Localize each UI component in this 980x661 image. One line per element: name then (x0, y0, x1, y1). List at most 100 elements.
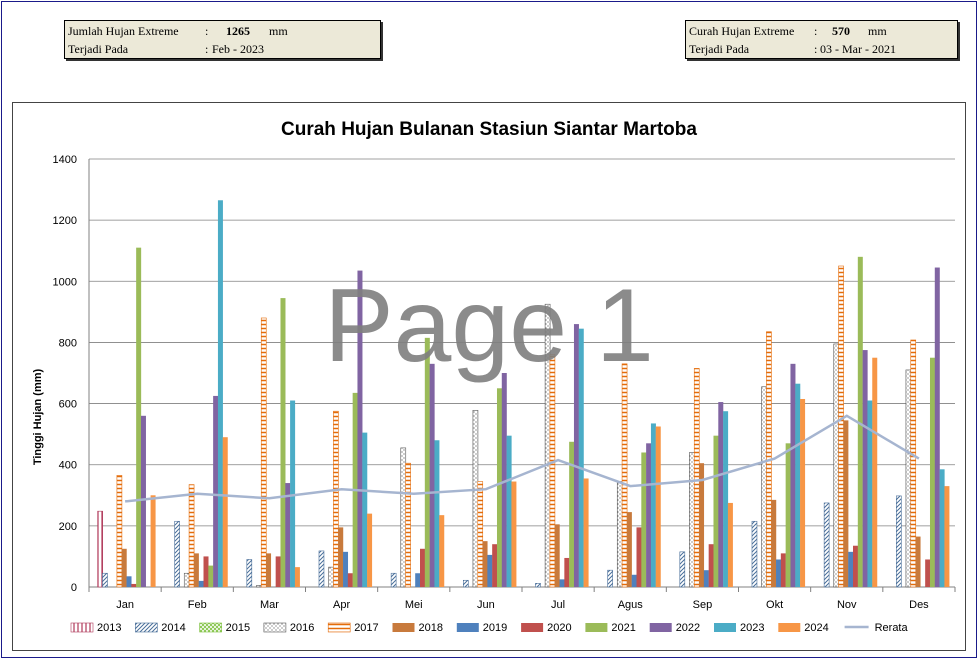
legend-label-2019: 2019 (483, 622, 507, 634)
extreme-daily-date-sep: : (814, 42, 818, 56)
bar-2014-Des (896, 495, 902, 588)
bar-2024-Okt (800, 398, 806, 587)
extreme-total-unit: mm (269, 24, 288, 38)
bar-2024-Agus (655, 426, 661, 587)
bar-2023-Okt (795, 383, 801, 587)
legend-swatch-2014 (135, 622, 158, 633)
bar-2018-Des (915, 536, 921, 587)
bar-2014-Mei (390, 572, 397, 588)
extreme-total-date-sep: : (205, 42, 209, 56)
extreme-total-sep: : (205, 24, 209, 38)
legend-label-2023: 2023 (740, 622, 764, 634)
bar-2016-Jun (472, 409, 479, 588)
legend-swatch-2024 (778, 623, 801, 632)
bar-2020-Sep (708, 544, 714, 587)
x-tick-label: Des (909, 599, 929, 611)
chart-title: Curah Hujan Bulanan Stasiun Siantar Mart… (281, 119, 697, 140)
bar-2016-Apr (328, 566, 334, 588)
bar-2023-Feb (217, 200, 223, 587)
x-tick-label: Feb (188, 599, 207, 611)
bar-2020-Feb (203, 556, 209, 587)
extreme-daily-unit: mm (868, 24, 887, 38)
bar-2024-Mar (294, 567, 300, 587)
bar-2024-Feb (222, 437, 228, 587)
bar-2014-Okt (751, 520, 758, 588)
extreme-total-date-value: Feb - 2023 (212, 42, 264, 56)
bar-2017-Jan (116, 475, 123, 588)
bar-2017-Sep (693, 368, 700, 588)
bar-2017-Agus (621, 363, 628, 588)
bar-2016-Feb (183, 572, 190, 588)
bar-2022-Jul (573, 324, 579, 587)
bar-2024-Nov (872, 357, 878, 587)
bar-2023-Mar (290, 400, 296, 587)
bar-2022-Apr (357, 270, 363, 587)
legend-swatch-2020 (521, 623, 544, 632)
bar-2018-Jul (554, 524, 560, 587)
bar-2020-Apr (347, 573, 353, 587)
bar-2021-Mei (424, 337, 430, 587)
bar-2024-Jun (511, 481, 517, 587)
bar-2019-Sep (703, 570, 709, 587)
bar-2024-Apr (367, 513, 373, 587)
x-tick-label: Apr (333, 599, 350, 611)
bar-2019-Nov (848, 551, 854, 587)
extreme-total-label: Jumlah Hujan Extreme (68, 24, 179, 38)
bar-2023-Apr (362, 432, 368, 587)
bar-2024-Jul (583, 478, 589, 587)
bar-2019-Agus (631, 574, 637, 587)
bar-2016-Agus (616, 481, 623, 588)
legend-swatch-2016 (263, 622, 287, 633)
bar-2024-Des (944, 486, 950, 587)
bar-2018-Jan (121, 548, 127, 587)
extreme-total-value: 1265 (226, 24, 250, 38)
bar-2023-Jul (578, 328, 584, 587)
legend-swatch-2022 (649, 623, 672, 632)
legend-swatch-2013 (70, 622, 94, 633)
x-tick-label: Mar (260, 599, 279, 611)
extreme-daily-sep: : (814, 24, 818, 38)
bar-2020-Okt (780, 553, 786, 587)
bar-2017-Feb (188, 484, 195, 588)
bar-2021-Okt (785, 443, 791, 587)
bar-2021-Jul (569, 441, 575, 587)
bar-2022-Mar (285, 483, 291, 587)
legend-label-2020: 2020 (547, 622, 571, 634)
legend-label-2018: 2018 (419, 622, 443, 634)
bar-2021-Mar (280, 298, 286, 587)
bar-2017-Mei (405, 462, 411, 588)
extreme-total-box: Jumlah Hujan Extreme : 1265 mm Terjadi P… (64, 20, 381, 59)
bar-2014-Sep (679, 551, 686, 588)
bar-2020-Des (925, 559, 931, 587)
chart-area: 0 200 400 600 800 1000 1200 1400 Jan Feb Mar Apr Mei… (12, 102, 966, 651)
bar-2018-Nov (843, 420, 849, 587)
bar-2022-Agus (646, 443, 652, 587)
legend-label-2024: 2024 (804, 622, 828, 634)
bar-2014-Nov (823, 502, 830, 588)
y-tick-label: 1000 (53, 276, 77, 288)
extreme-daily-value: 570 (832, 24, 850, 38)
bar-2016-Mar (256, 585, 262, 588)
extreme-daily-date-value: 03 - Mar - 2021 (820, 42, 896, 56)
bar-2024-Mei (439, 515, 445, 587)
bar-2021-Sep (713, 435, 719, 587)
bar-2023-Nov (867, 400, 873, 587)
bar-2017-Mar (260, 317, 267, 588)
y-tick-label: 0 (71, 582, 77, 594)
bar-2014-Feb (174, 520, 180, 588)
y-tick-label: 600 (59, 399, 77, 411)
bar-2014-Jan (102, 572, 108, 588)
bar-2019-Okt (776, 559, 782, 587)
x-tick-label: Jul (551, 599, 565, 611)
bar-2014-Jul (535, 583, 541, 588)
bar-2024-Sep (727, 502, 733, 587)
bar-2023-Agus (650, 423, 656, 587)
bar-2022-Jun (501, 373, 507, 587)
bar-2023-Mei (434, 440, 440, 587)
bar-2018-Apr (338, 527, 344, 587)
bar-2023-Jun (506, 435, 512, 587)
bar-2019-Feb (198, 580, 204, 587)
bar-2022-Des (934, 267, 940, 587)
bar-2022-Mei (429, 363, 435, 587)
